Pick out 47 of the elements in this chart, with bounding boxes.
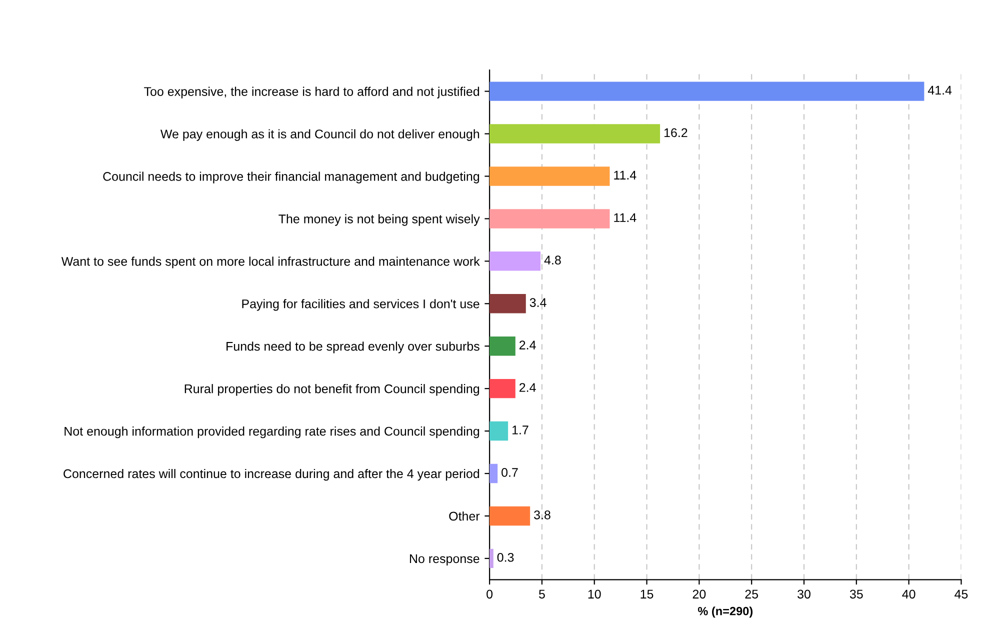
- y-tick-label: Paying for facilities and services I don't use: [242, 299, 480, 311]
- data-label: 11.4: [614, 170, 636, 180]
- data-label: 0.7: [502, 468, 518, 477]
- data-label: 41.4: [928, 86, 952, 95]
- x-tick-label: 35: [850, 590, 863, 599]
- x-tick-label: 5: [538, 590, 545, 599]
- x-tick-label: 0: [486, 590, 493, 599]
- x-tick-label: 40: [902, 590, 916, 599]
- y-tick-label: No response: [410, 554, 480, 566]
- bar: [490, 166, 610, 186]
- bar: [490, 82, 924, 101]
- y-tick-label: Other: [449, 511, 480, 521]
- bar: [490, 252, 541, 271]
- y-tick-label: The money is not being spent wisely: [278, 214, 480, 226]
- y-tick-label: Too expensive, the increase is hard to afford and not justified: [144, 86, 480, 98]
- y-tick-label: Funds need to be spread evenly over suburbs: [226, 342, 480, 354]
- data-label: 1.7: [512, 426, 528, 434]
- y-tick-label: Concerned rates will continue to increase during and after the 4 year period: [64, 468, 480, 481]
- x-axis-title: % (n=290): [698, 606, 753, 618]
- data-label: 3.4: [530, 298, 546, 307]
- bar: [490, 378, 516, 398]
- data-label: 4.8: [544, 256, 561, 265]
- data-label: 2.4: [520, 340, 536, 350]
- bar: [490, 421, 508, 441]
- x-tick-label: 30: [798, 590, 810, 599]
- data-label: 2.4: [520, 383, 536, 392]
- x-tick-label: 20: [692, 590, 706, 599]
- x-tick-label: 10: [588, 590, 601, 599]
- y-tick-label: Not enough information provided regarding rate rises and Council spending: [64, 426, 480, 438]
- bar: [490, 464, 498, 484]
- bar: [490, 506, 530, 526]
- bar: [490, 336, 516, 356]
- bar: [490, 124, 660, 144]
- bar: [490, 294, 526, 314]
- bar: [490, 548, 494, 568]
- y-tick-label: Rural properties do not benefit from Council spending: [184, 384, 480, 396]
- data-label: 11.4: [614, 213, 636, 222]
- y-tick-label: Council needs to improve their financial management and budgeting: [103, 172, 480, 184]
- y-tick-label: We pay enough as it is and Council do not deliver enough: [160, 129, 480, 141]
- data-label: 16.2: [664, 128, 688, 138]
- data-label: 3.8: [534, 510, 550, 520]
- bar: [490, 209, 610, 228]
- x-tick-label: 45: [954, 590, 968, 599]
- data-label: 0.3: [497, 552, 514, 562]
- y-tick-label: Want to see funds spent on more local infrastructure and maintenance work: [61, 256, 480, 268]
- x-tick-label: 15: [640, 590, 654, 599]
- x-tick-label: 25: [745, 590, 758, 599]
